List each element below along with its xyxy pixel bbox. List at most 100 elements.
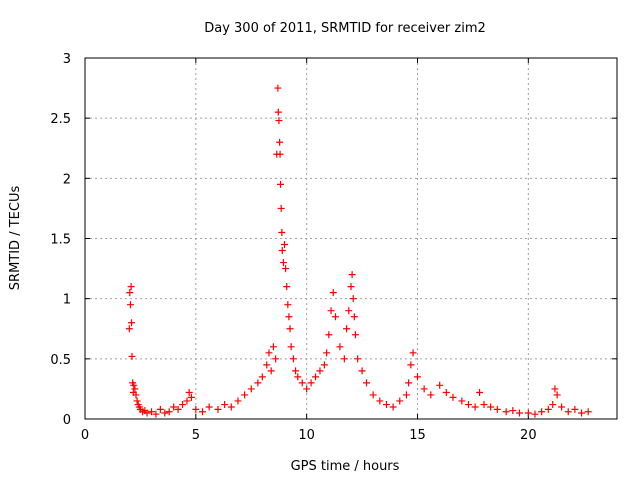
- data-point: [277, 180, 285, 188]
- y-tick-label: 1: [63, 293, 71, 308]
- x-tick-label: 5: [192, 428, 200, 443]
- data-point: [286, 325, 294, 333]
- y-tick-label: 2: [63, 172, 71, 187]
- data-point: [254, 379, 262, 387]
- data-point: [509, 407, 517, 415]
- data-point: [125, 325, 133, 333]
- data-point: [185, 389, 193, 397]
- data-point: [345, 307, 353, 315]
- data-point: [282, 265, 290, 273]
- data-point: [347, 283, 355, 291]
- data-point: [214, 405, 222, 413]
- data-point: [351, 331, 359, 339]
- data-point: [283, 283, 291, 291]
- data-point: [285, 313, 293, 321]
- data-point: [558, 403, 566, 411]
- chart-title: Day 300 of 2011, SRMTID for receiver zim…: [204, 21, 486, 36]
- data-point: [258, 373, 266, 381]
- data-point: [449, 393, 457, 401]
- data-point: [407, 361, 415, 369]
- axis-ticks: 0 5 10 15 20 0 0.5 1 1.5 2 2.5 3: [50, 52, 617, 443]
- data-point: [323, 349, 331, 357]
- data-point: [274, 84, 282, 92]
- x-tick-label: 10: [298, 428, 315, 443]
- data-point: [343, 325, 351, 333]
- data-point: [267, 367, 275, 375]
- data-point: [396, 397, 404, 405]
- data-point: [187, 393, 195, 401]
- data-point: [363, 379, 371, 387]
- data-point: [198, 408, 206, 416]
- data-point: [584, 408, 592, 416]
- data-point: [476, 389, 484, 397]
- data-point: [234, 397, 242, 405]
- y-tick-label: 2.5: [50, 112, 71, 127]
- data-point: [349, 295, 357, 303]
- data-point: [298, 379, 306, 387]
- data-point: [480, 401, 488, 409]
- data-point: [128, 352, 136, 360]
- data-point: [265, 349, 273, 357]
- data-point: [275, 117, 283, 125]
- y-tick-label: 1.5: [50, 233, 71, 248]
- data-point: [227, 403, 235, 411]
- x-tick-label: 20: [520, 428, 537, 443]
- data-point: [376, 397, 384, 405]
- y-tick-label: 0.5: [50, 353, 71, 368]
- data-point: [405, 379, 413, 387]
- data-point: [538, 408, 546, 416]
- data-point: [143, 409, 151, 417]
- data-point: [420, 385, 428, 393]
- data-point: [192, 405, 200, 413]
- x-axis-label: GPS time / hours: [291, 459, 400, 474]
- data-point: [170, 403, 178, 411]
- data-point: [241, 391, 249, 399]
- data-point: [131, 385, 139, 393]
- data-point: [531, 410, 539, 418]
- y-tick-label: 3: [63, 52, 71, 67]
- data-point: [278, 228, 286, 236]
- data-point: [436, 381, 444, 389]
- data-point: [340, 355, 348, 363]
- data-point: [549, 401, 557, 409]
- data-point: [247, 385, 255, 393]
- data-point: [183, 397, 191, 405]
- data-point: [331, 313, 339, 321]
- data-point: [132, 391, 140, 399]
- data-point: [350, 313, 358, 321]
- data-points: [125, 84, 592, 418]
- data-point: [205, 403, 213, 411]
- data-point: [354, 355, 362, 363]
- data-point: [284, 301, 292, 309]
- data-point: [276, 150, 284, 158]
- x-tick-label: 15: [409, 428, 426, 443]
- data-point: [369, 391, 377, 399]
- data-point: [130, 381, 138, 389]
- data-point: [571, 405, 579, 413]
- data-point: [269, 343, 277, 351]
- data-point: [389, 403, 397, 411]
- data-point: [133, 397, 141, 405]
- data-point: [320, 361, 328, 369]
- data-point: [427, 391, 435, 399]
- data-point: [358, 367, 366, 375]
- data-point: [263, 361, 271, 369]
- data-point: [307, 379, 315, 387]
- data-point: [336, 343, 344, 351]
- data-point: [458, 397, 466, 405]
- data-point: [276, 138, 284, 146]
- data-point: [303, 385, 311, 393]
- data-point: [502, 408, 510, 416]
- data-point: [292, 367, 300, 375]
- data-point: [165, 408, 173, 416]
- data-point: [493, 405, 501, 413]
- data-point: [179, 401, 187, 409]
- data-point: [524, 409, 532, 417]
- data-point: [471, 403, 479, 411]
- data-point: [156, 405, 164, 413]
- data-point: [578, 409, 586, 417]
- data-point: [327, 307, 335, 315]
- grid-lines: [85, 58, 617, 419]
- x-tick-label: 0: [81, 428, 89, 443]
